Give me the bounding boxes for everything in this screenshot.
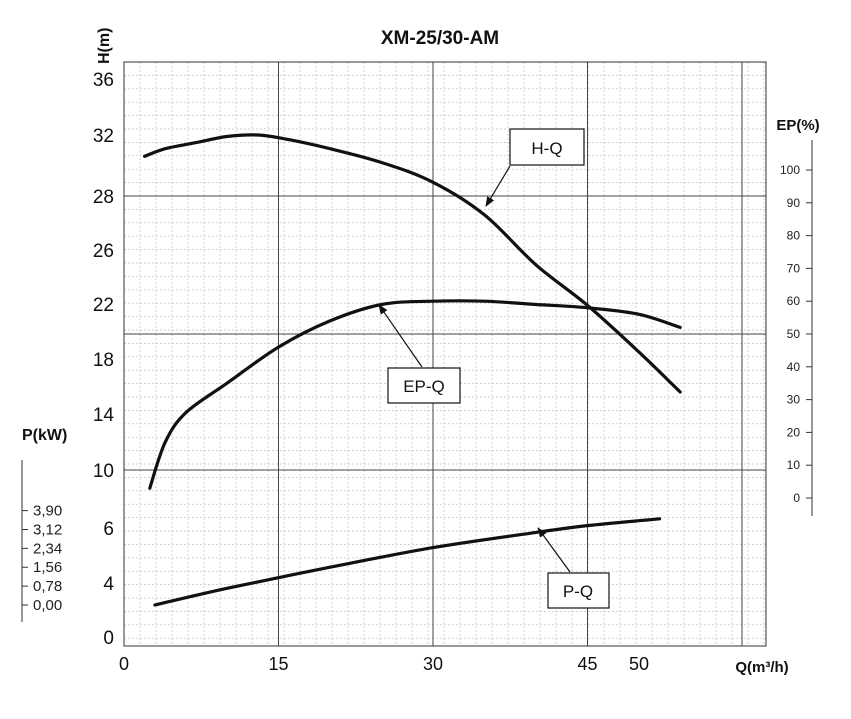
annotation-ep-q-box — [387, 367, 461, 404]
y-axis-h-tick-label: 36 — [93, 70, 114, 91]
y-axis-p-tick-label: 3,12 — [33, 521, 62, 538]
y-axis-h-tick-label: 6 — [103, 519, 114, 540]
annotation-p-q: P-Q — [537, 527, 610, 609]
x-axis-tick-label: 0 — [119, 654, 129, 674]
y-axis-h-tick-label: 14 — [93, 405, 115, 426]
y-axis-h-tick-label: 4 — [103, 574, 114, 595]
y-axis-h-ticks: 0 4 6 10 14 18 22 26 28 32 36 — [93, 70, 115, 649]
y-axis-h-tick-label: 10 — [93, 461, 114, 482]
y-axis-ep-tick-label: 90 — [787, 196, 801, 210]
y-axis-p-tick-label: 3,90 — [33, 503, 62, 520]
y-axis-h-tick-label: 18 — [93, 350, 114, 371]
y-axis-ep-label: EP(%) — [776, 117, 819, 134]
y-axis-ep-tick-label: 0 — [793, 491, 800, 505]
y-axis-ep-tick-label: 70 — [787, 261, 801, 275]
annotation-h-q-arrow — [485, 165, 511, 207]
x-axis-label: Q(m³/h) — [735, 659, 788, 676]
annotation-ep-q-label: EP-Q — [403, 377, 445, 396]
y-axis-ep-tick-label: 20 — [787, 425, 801, 439]
y-axis-ep-tick-label: 100 — [780, 163, 800, 177]
y-axis-ep-ticks: 0 10 20 30 40 50 60 70 80 90 100 — [780, 163, 812, 505]
x-axis-tick-label: 30 — [423, 654, 443, 674]
annotation-ep-q: EP-Q — [378, 304, 461, 404]
y-axis-p-tick-label: 0,00 — [33, 597, 62, 614]
series-curve-p-q — [153, 517, 662, 607]
y-axis-p-ticks: 0,00 0,78 1,56 2,34 3,123,90 — [22, 503, 62, 614]
x-axis-tick-label: 15 — [268, 654, 288, 674]
annotation-h-q-box — [509, 128, 585, 166]
annotation-p-q-label: P-Q — [563, 582, 593, 601]
y-axis-ep-tick-label: 10 — [787, 458, 801, 472]
annotation-h-q-label: H-Q — [531, 139, 562, 158]
annotation-h-q: H-Q — [485, 128, 585, 207]
annotation-ep-q-arrow — [378, 304, 423, 368]
y-axis-p-tick-label: 0,78 — [33, 578, 62, 595]
series-curve-h-q — [143, 133, 682, 394]
y-axis-ep-tick-label: 40 — [787, 360, 801, 374]
plot-frame — [123, 61, 767, 647]
major-gridlines — [124, 62, 766, 646]
y-axis-h-tick-label: 22 — [93, 295, 114, 316]
y-axis-p-tick-label: 1,56 — [33, 559, 62, 576]
chart-title: XM-25/30-AM — [381, 28, 499, 49]
x-axis-ticks: 0 15 30 45 50 — [119, 654, 649, 674]
y-axis-ep-tick-label: 50 — [787, 327, 801, 341]
y-axis-h-tick-label: 32 — [93, 126, 114, 147]
annotation-p-q-box — [547, 572, 610, 609]
x-axis-tick-label: 50 — [629, 654, 649, 674]
y-axis-p-label: P(kW) — [22, 427, 67, 444]
y-axis-ep-tick-label: 30 — [787, 393, 801, 407]
y-axis-h-tick-label: 28 — [93, 187, 114, 208]
y-axis-h-label: H(m) — [96, 28, 113, 64]
y-axis-h-tick-label: 0 — [103, 628, 114, 649]
y-axis-ep-tick-label: 60 — [787, 294, 801, 308]
y-axis-h-tick-label: 26 — [93, 241, 114, 262]
x-axis-tick-label: 45 — [577, 654, 597, 674]
annotation-p-q-arrow — [537, 527, 571, 573]
minor-gridlines — [124, 62, 766, 646]
y-axis-p-tick-label: 2,34 — [33, 540, 62, 557]
y-axis-ep-tick-label: 80 — [787, 229, 801, 243]
